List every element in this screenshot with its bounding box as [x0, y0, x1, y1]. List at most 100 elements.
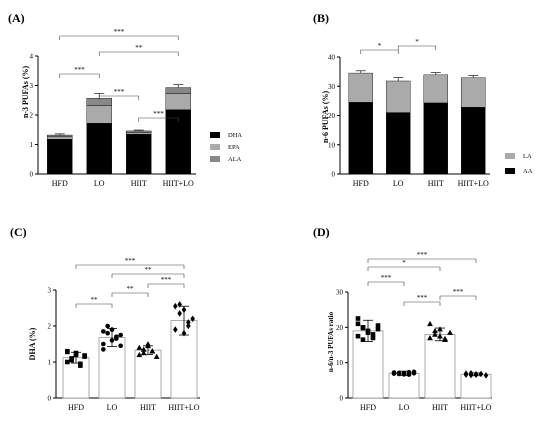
significance-label: ** [127, 285, 135, 293]
data-point [136, 344, 143, 350]
legend-label-aa: AA [523, 168, 533, 175]
y-axis-label-a: n-3 PUFAs (%) [21, 66, 30, 119]
data-point [432, 331, 438, 337]
bar-la [348, 72, 373, 103]
data-point [186, 319, 191, 326]
significance-label: *** [114, 88, 125, 96]
y-tick-label: 20 [328, 112, 336, 120]
y-tick-label: 30 [336, 289, 344, 297]
data-point [468, 369, 474, 377]
significance-label: *** [74, 66, 85, 74]
x-tick-label: HIIT+LO [460, 403, 491, 412]
data-point [101, 347, 106, 352]
significance-bracket [367, 281, 405, 286]
data-point [173, 302, 178, 310]
significance-bracket [397, 45, 437, 50]
data-point [447, 329, 453, 335]
significance-bracket [98, 95, 140, 100]
x-tick-label: LO [393, 179, 404, 188]
y-tick-label: 0 [48, 395, 52, 403]
significance-label: ** [91, 296, 99, 304]
data-point [101, 341, 106, 347]
bar-dha [126, 133, 152, 175]
y-tick-label: 0 [332, 171, 336, 179]
data-point [365, 328, 371, 334]
plot-area-b: 0 10 20 30 40 HFD LO HIIT HIIT+LO LA AA * * [328, 38, 533, 188]
data-point [437, 326, 443, 332]
y-tick-label: 10 [336, 359, 344, 367]
data-point [118, 332, 123, 338]
significance-bracket [59, 35, 179, 40]
y-tick-label: 30 [328, 83, 336, 91]
bar-aa [348, 102, 373, 175]
significance-bracket [147, 283, 185, 288]
legend-swatch-dha [210, 132, 220, 138]
bar-la [423, 74, 448, 104]
data-point [360, 325, 366, 331]
data-point [427, 335, 433, 341]
y-tick-label: 3 [48, 287, 52, 295]
data-point [118, 343, 123, 349]
data-point [355, 316, 361, 321]
panel-label-a: (A) [8, 11, 25, 25]
significance-label: ** [135, 44, 143, 52]
significance-bracket [111, 292, 149, 297]
data-point [401, 372, 407, 377]
x-tick-label: HIIT+LO [163, 179, 194, 188]
legend-swatch-ala [210, 156, 220, 162]
x-tick-label: HFD [52, 179, 68, 188]
panel-label-c: (C) [10, 225, 27, 239]
significance-label: *** [125, 257, 136, 265]
x-tick-label: HIIT+LO [168, 403, 199, 412]
significance-bracket [59, 73, 100, 78]
data-point [411, 370, 417, 376]
data-point [375, 326, 381, 332]
x-tick-label: HIIT [140, 403, 156, 412]
y-axis-label-c: DHA (%) [28, 327, 37, 360]
data-point [432, 327, 438, 334]
legend-label-epa: EPA [228, 144, 240, 151]
data-point [463, 371, 469, 378]
y-tick-label: 2 [48, 323, 52, 331]
data-point [65, 359, 70, 365]
data-point [186, 322, 191, 330]
data-point [437, 333, 443, 339]
x-tick-label: HFD [68, 403, 84, 412]
bar-la [386, 80, 411, 113]
legend-label-ala: ALA [228, 156, 242, 163]
bar-epa [47, 136, 73, 140]
x-tick-label: LO [94, 179, 105, 188]
data-point [105, 330, 110, 336]
data-point [153, 353, 160, 359]
bar-epa [86, 105, 112, 124]
bar-ala [47, 134, 73, 138]
data-point [177, 301, 182, 308]
y-tick-label: 1 [48, 359, 52, 367]
y-axis-label-b: n-6 PUFAs (%) [321, 91, 330, 144]
data-point [396, 370, 402, 376]
x-tick-label: HIIT [432, 403, 448, 412]
data-point [109, 327, 115, 332]
panel-label-d: (D) [313, 225, 330, 239]
significance-label: ** [145, 266, 153, 274]
significance-label: *** [153, 110, 164, 118]
data-point [375, 323, 381, 328]
legend-label-la: LA [523, 153, 532, 160]
panel-d: (D) n-6/n-3 PUFAs ratio 0 10 20 30 HFD LO HIIT… [313, 225, 492, 412]
bar-ala [165, 87, 191, 94]
x-tick-label: HIIT [131, 179, 147, 188]
legend-swatch-epa [210, 144, 220, 150]
y-tick-label: 0 [340, 395, 344, 403]
significance-bracket [111, 273, 185, 278]
y-tick-label: 0 [30, 171, 34, 179]
data-point [370, 332, 376, 337]
data-point [105, 323, 110, 329]
data-point [69, 357, 74, 363]
data-point [355, 333, 361, 339]
data-point [73, 352, 79, 358]
bar-aa [461, 107, 486, 175]
significance-label: *** [161, 276, 172, 284]
x-tick-label: HFD [353, 179, 369, 188]
data-point [149, 348, 156, 354]
